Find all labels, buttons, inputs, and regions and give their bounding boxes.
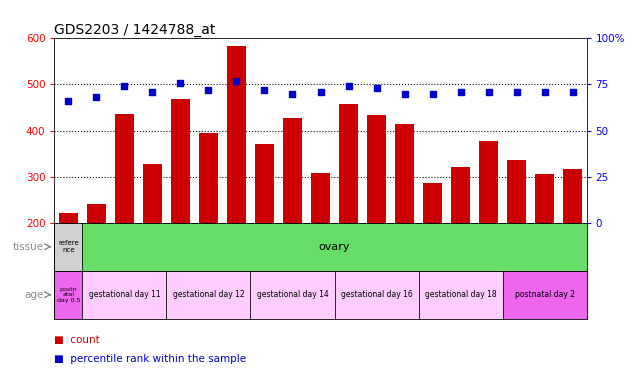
Bar <box>59 213 78 315</box>
Point <box>260 87 270 93</box>
Point <box>371 85 381 91</box>
Text: gestational day 16: gestational day 16 <box>340 290 412 299</box>
Bar <box>507 160 526 315</box>
Point <box>147 89 158 95</box>
Bar <box>54 223 83 271</box>
Bar <box>503 271 587 319</box>
Bar <box>563 169 582 315</box>
Bar <box>83 271 167 319</box>
Text: ■  percentile rank within the sample: ■ percentile rank within the sample <box>54 354 247 364</box>
Point <box>567 89 578 95</box>
Text: ■  count: ■ count <box>54 335 100 345</box>
Text: refere
nce: refere nce <box>58 240 79 253</box>
Point <box>63 98 74 104</box>
Point <box>344 83 354 89</box>
Text: gestational day 14: gestational day 14 <box>256 290 328 299</box>
Point <box>399 91 410 97</box>
Text: gestational day 12: gestational day 12 <box>172 290 244 299</box>
Point <box>455 89 465 95</box>
Text: gestational day 18: gestational day 18 <box>425 290 496 299</box>
Bar <box>338 104 358 315</box>
Point <box>92 94 102 101</box>
Bar <box>87 204 106 315</box>
Bar <box>283 118 303 315</box>
Text: postnatal day 2: postnatal day 2 <box>515 290 574 299</box>
Bar <box>227 46 246 315</box>
Text: postn
atal
day 0.5: postn atal day 0.5 <box>57 287 80 303</box>
Bar <box>367 115 387 315</box>
Bar <box>167 271 251 319</box>
Bar <box>254 144 274 315</box>
Point <box>119 83 129 89</box>
Point <box>287 91 297 97</box>
Text: gestational day 11: gestational day 11 <box>88 290 160 299</box>
Text: age: age <box>24 290 44 300</box>
Bar <box>115 114 134 315</box>
Bar <box>335 271 419 319</box>
Point <box>483 89 494 95</box>
Bar <box>479 141 498 315</box>
Point <box>539 89 549 95</box>
Bar <box>199 133 219 315</box>
Text: GDS2203 / 1424788_at: GDS2203 / 1424788_at <box>54 23 216 37</box>
Text: ovary: ovary <box>319 242 350 252</box>
Bar <box>535 174 554 315</box>
Point <box>512 89 522 95</box>
Bar <box>422 183 442 315</box>
Bar <box>251 271 335 319</box>
Point <box>176 79 186 86</box>
Bar <box>451 167 470 315</box>
Bar <box>143 164 162 315</box>
Bar <box>311 174 330 315</box>
Point <box>231 78 242 84</box>
Text: tissue: tissue <box>13 242 44 252</box>
Point <box>203 87 213 93</box>
Bar <box>171 99 190 315</box>
Bar <box>419 271 503 319</box>
Point <box>315 89 326 95</box>
Bar <box>395 124 414 315</box>
Point <box>428 91 438 97</box>
Bar <box>54 271 83 319</box>
